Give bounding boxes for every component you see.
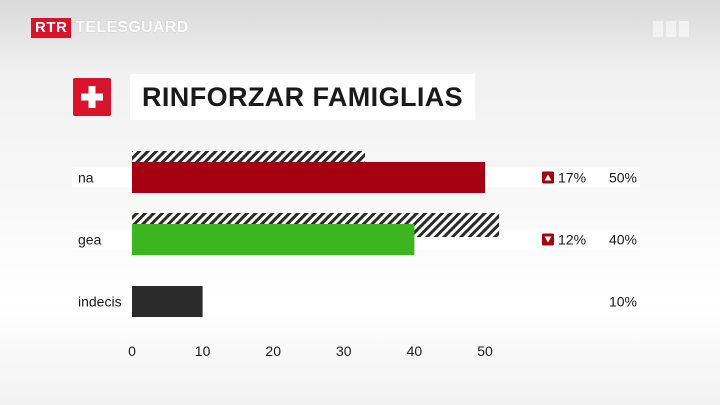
change-label: 12%	[558, 232, 586, 248]
change-label: 17%	[558, 170, 586, 186]
x-tick-label: 20	[265, 343, 281, 359]
value-label: 10%	[609, 294, 637, 310]
logo-badge: RTR	[31, 18, 72, 38]
x-tick-label: 10	[195, 343, 211, 359]
x-tick-label: 30	[336, 343, 352, 359]
bar	[132, 286, 203, 317]
x-tick-label: 0	[128, 343, 136, 359]
category-label: indecis	[78, 294, 122, 310]
bar	[132, 162, 485, 193]
logo-name: TELESGUARD	[75, 19, 189, 36]
swiss-flag-icon	[73, 78, 111, 116]
arrow-up-icon	[544, 174, 552, 181]
category-label: na	[78, 170, 94, 186]
srg-watermark-icon	[653, 21, 689, 37]
x-tick-label: 40	[407, 343, 423, 359]
arrow-down-icon	[544, 236, 552, 243]
broadcaster-logo: RTR TELESGUARD	[31, 18, 189, 38]
row-band	[72, 291, 640, 312]
value-label: 40%	[609, 232, 637, 248]
x-tick-label: 50	[477, 343, 493, 359]
bar	[132, 224, 415, 255]
chart-title: RINFORZAR FAMIGLIAS	[130, 74, 476, 120]
category-label: gea	[78, 232, 102, 248]
value-label: 50%	[609, 170, 637, 186]
